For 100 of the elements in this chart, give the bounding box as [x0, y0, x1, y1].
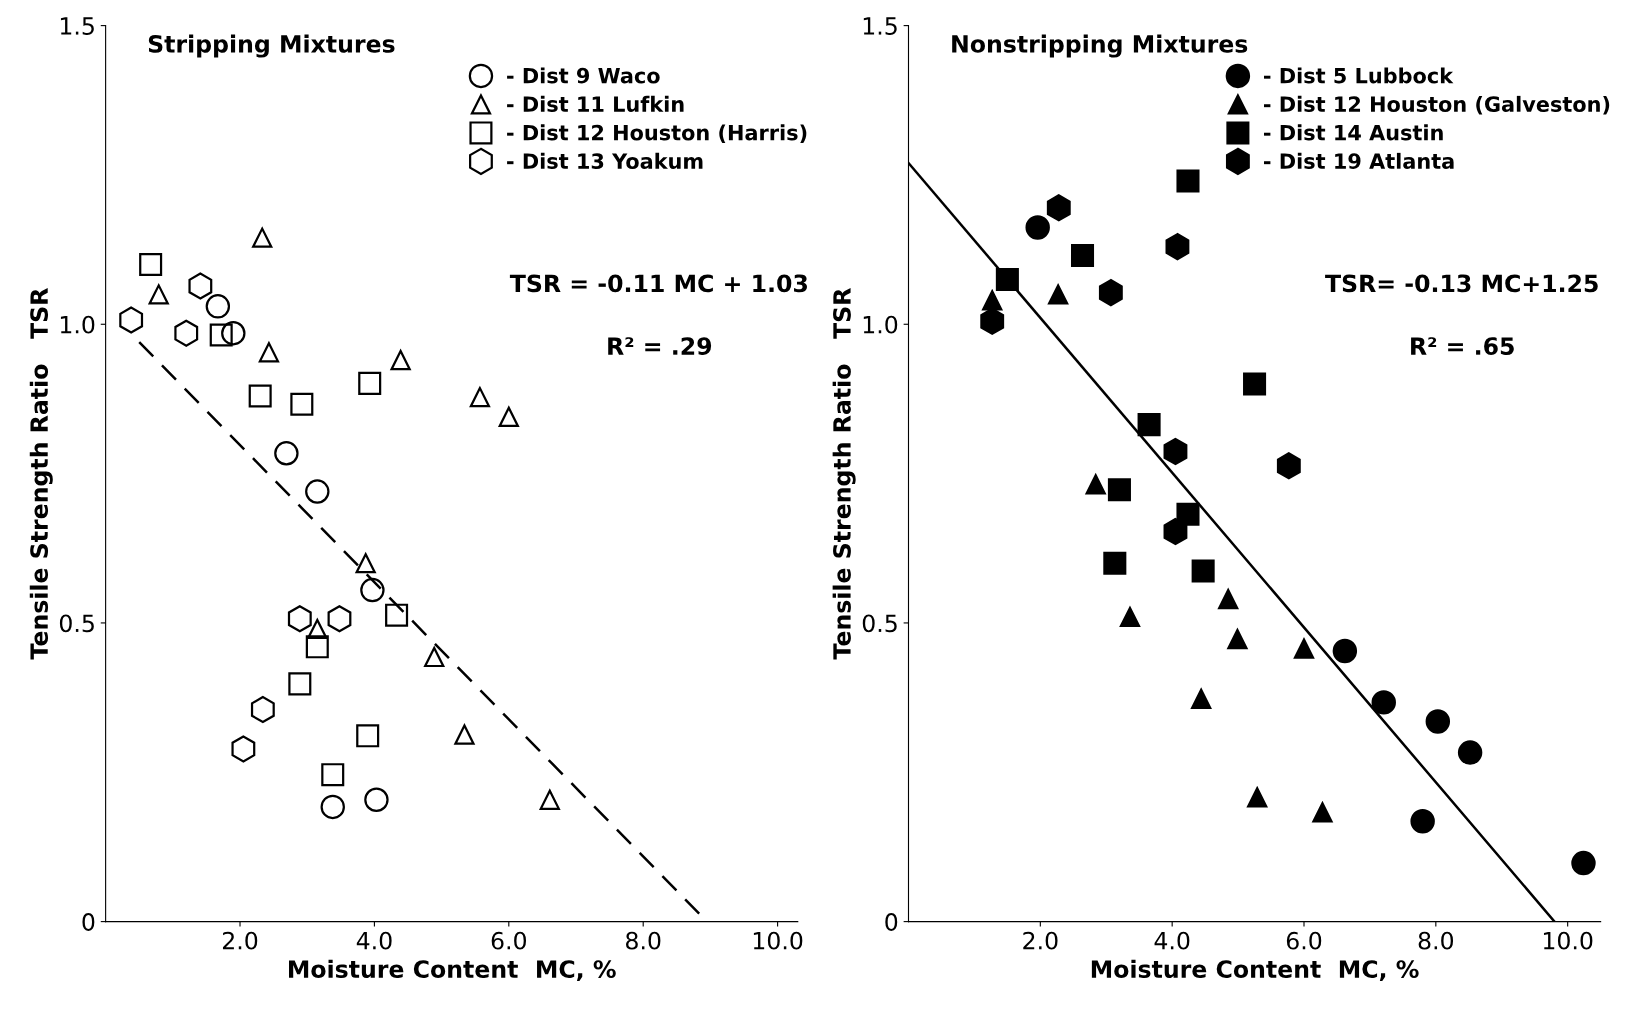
x-axis-title: Moisture Content MC, % [289, 959, 616, 982]
point [1176, 502, 1200, 526]
point [209, 323, 233, 347]
point [305, 479, 330, 504]
point [1163, 437, 1188, 466]
point [1025, 215, 1050, 240]
point [188, 272, 213, 300]
point [1293, 638, 1315, 659]
point [258, 342, 280, 363]
x-tick-label: 8.0 [1418, 931, 1454, 950]
point [454, 724, 475, 745]
y-tick-label: 0 [82, 913, 95, 931]
point [1332, 638, 1358, 664]
x-tick-label: 10.0 [1543, 931, 1593, 950]
x-tick-label: 6.0 [1286, 931, 1322, 950]
point [1243, 372, 1267, 396]
point [320, 794, 345, 820]
point [1247, 787, 1268, 808]
point [385, 603, 409, 627]
point [288, 672, 312, 696]
point [424, 646, 445, 668]
point [1176, 169, 1200, 193]
point [1165, 233, 1190, 261]
point [355, 553, 376, 574]
point [1191, 688, 1212, 709]
point [982, 290, 1003, 311]
point [1085, 474, 1106, 495]
point [1571, 850, 1596, 876]
y-axis-title: Tensile Strength Ratio TSR [29, 288, 53, 660]
x-tick-label: 8.0 [626, 931, 661, 950]
chart-title: Nonstripping Mixtures [952, 34, 1248, 58]
point [1276, 452, 1301, 480]
point [1047, 284, 1069, 305]
x-tick-label: 4.0 [1154, 931, 1190, 950]
point [1312, 802, 1333, 823]
annotation: R² = .65 [1411, 337, 1514, 356]
point [139, 253, 163, 277]
point [1107, 478, 1131, 502]
annotation: TSR = -0.11 MC + 1.03 [509, 274, 807, 293]
point [250, 695, 275, 724]
y-tick-label: 0.5 [862, 614, 897, 633]
point [287, 605, 312, 633]
point [539, 789, 560, 810]
y-tick-label: 1.0 [863, 315, 898, 334]
y-tick-label: 0 [885, 913, 898, 931]
point [358, 371, 382, 395]
point [360, 577, 385, 603]
point [305, 635, 329, 659]
point [498, 406, 519, 427]
point [248, 384, 272, 408]
y-axis-title: Tensile Strength Ratio TSR [832, 288, 856, 660]
point [1098, 279, 1123, 307]
point [1410, 809, 1435, 834]
x-tick-label: 10.0 [753, 931, 803, 950]
legend-label: - Dist 11 Lufkin [507, 95, 684, 112]
x-tick-label: 2.0 [1023, 931, 1058, 950]
y-tick-label: 1.5 [60, 17, 94, 35]
point [1046, 194, 1071, 222]
point [174, 319, 199, 347]
point [327, 605, 352, 633]
x-tick-label: 4.0 [356, 931, 392, 950]
legend-label: - Dist 12 Houston (Galveston) [1264, 95, 1610, 115]
chart-title: Stripping Mixtures [148, 34, 395, 58]
point [1070, 244, 1095, 268]
point [205, 294, 231, 319]
point [390, 349, 411, 371]
point [148, 284, 169, 305]
legend-label: - Dist 14 Austin [1264, 124, 1443, 141]
legend-label: - Dist 5 Lubbock [1264, 67, 1454, 84]
point [1137, 413, 1161, 437]
point [274, 441, 299, 466]
y-tick-label: 1.0 [60, 315, 95, 334]
point [119, 306, 144, 334]
point [252, 227, 273, 248]
point [231, 735, 256, 763]
point [321, 763, 345, 787]
x-tick-label: 6.0 [491, 931, 527, 950]
point [364, 787, 389, 812]
point [1103, 551, 1127, 575]
point [307, 618, 328, 640]
point [1371, 690, 1396, 715]
point [1218, 588, 1239, 610]
point [1163, 517, 1188, 546]
legend-label: - Dist 19 Atlanta [1264, 152, 1454, 169]
annotation: TSR= -0.13 MC+1.25 [1325, 274, 1598, 293]
point [1191, 559, 1215, 583]
point [1457, 740, 1483, 765]
point [980, 307, 1005, 335]
point [290, 392, 314, 416]
point [469, 387, 491, 408]
point [356, 724, 380, 748]
x-tick-label: 2.0 [222, 931, 258, 950]
legend-label: - Dist 12 Houston (Harris) [507, 124, 807, 143]
legend-label: - Dist 9 Waco [507, 67, 660, 84]
point [1119, 606, 1141, 628]
legend-label: - Dist 13 Yoakum [507, 152, 703, 169]
y-tick-label: 0.5 [59, 614, 94, 633]
y-tick-label: 1.5 [863, 17, 897, 35]
point [221, 321, 246, 346]
annotation: R² = .29 [608, 337, 712, 356]
